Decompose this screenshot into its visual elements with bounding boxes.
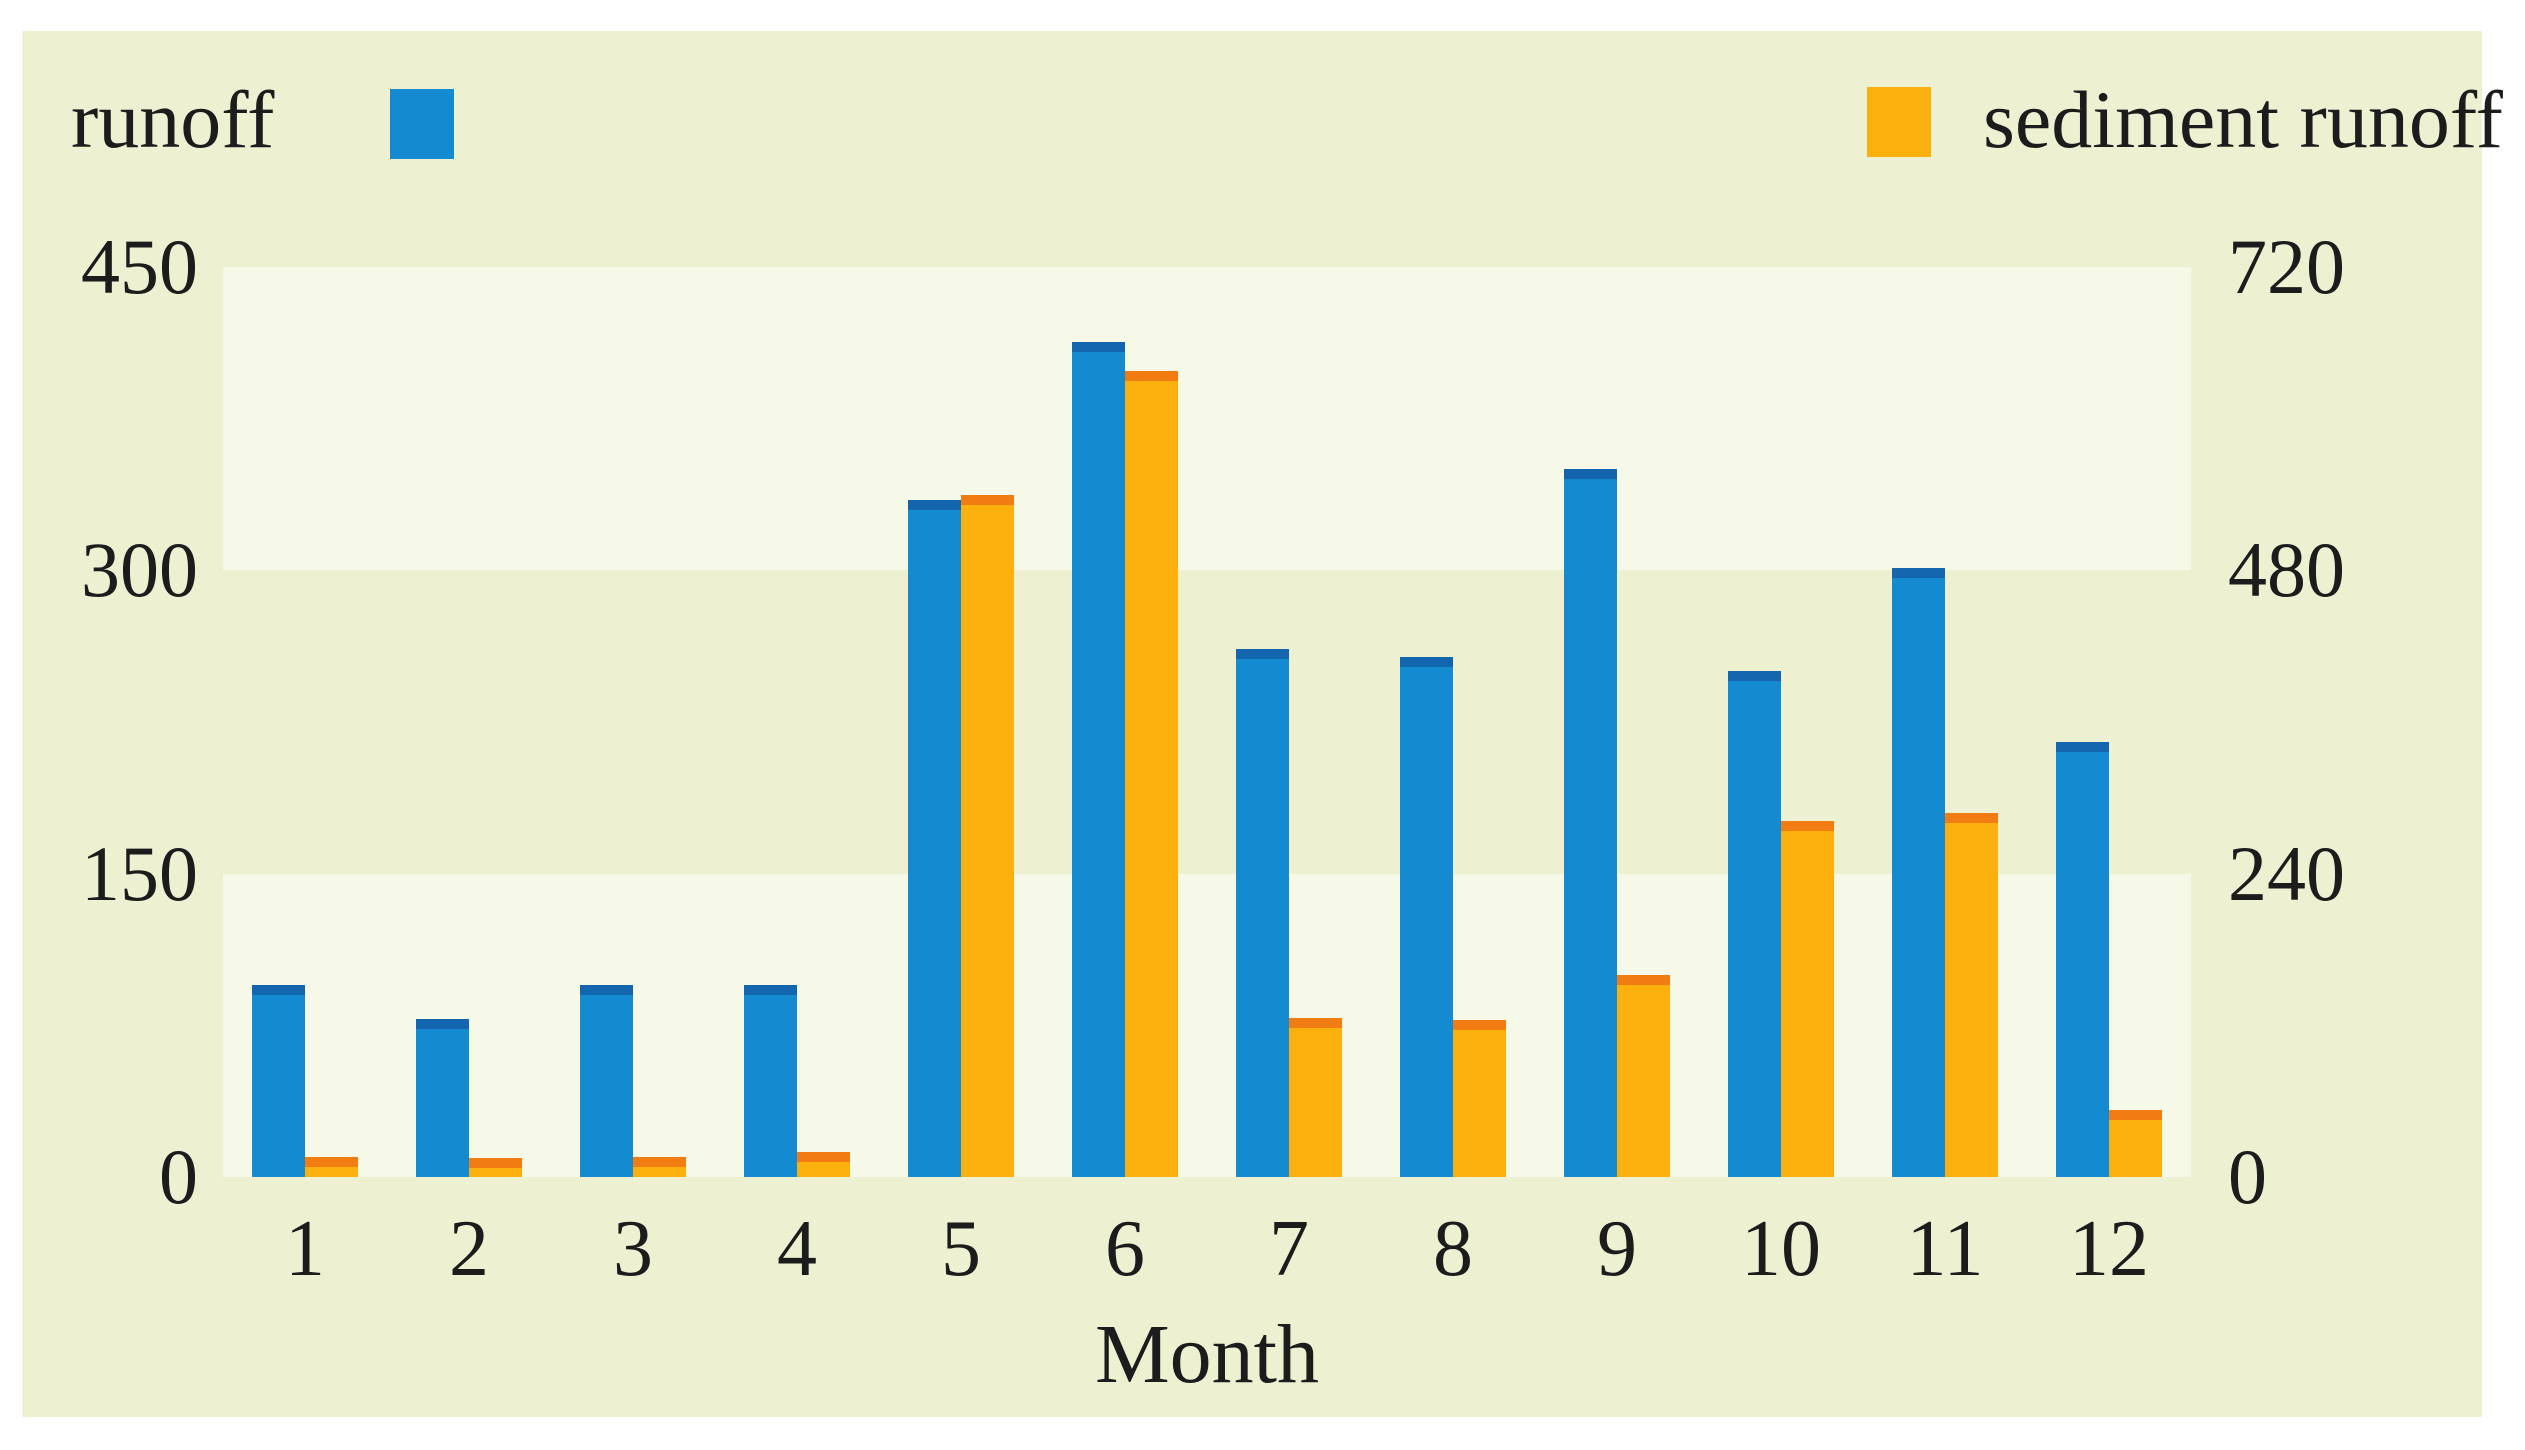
bar-sediment-runoff-month-4 xyxy=(797,1151,850,1177)
x-axis-tick-6: 6 xyxy=(1105,1205,1145,1293)
bar-runoff-month-4 xyxy=(744,984,797,1177)
chart-panel: runoff sediment runoff 450 300 150 0 720 480… xyxy=(22,31,2503,1417)
x-axis-tick-2: 2 xyxy=(449,1205,489,1293)
x-axis-tick-4: 4 xyxy=(777,1205,817,1293)
x-axis-tick-5: 5 xyxy=(941,1205,981,1293)
left-axis-tick-150: 150 xyxy=(81,829,198,917)
bar-runoff-month-1 xyxy=(252,984,305,1177)
legend-label-runoff: runoff xyxy=(71,74,275,165)
right-axis-tick-0: 0 xyxy=(2228,1133,2267,1220)
bar-sediment-runoff-month-6 xyxy=(1125,370,1178,1177)
month-slot-4 xyxy=(715,267,879,1177)
right-axis-tick-labels: 720 480 240 0 xyxy=(2228,228,2448,1216)
x-axis-tick-12: 12 xyxy=(2069,1205,2149,1293)
bar-runoff-month-11 xyxy=(1892,568,1945,1177)
left-axis-tick-0: 0 xyxy=(159,1133,198,1220)
left-axis-tick-450: 450 xyxy=(81,223,198,310)
month-slot-6 xyxy=(1043,267,1207,1177)
month-slot-3 xyxy=(551,267,715,1177)
month-slot-7 xyxy=(1207,267,1371,1177)
x-axis-tick-9: 9 xyxy=(1597,1205,1637,1293)
bar-runoff-month-9 xyxy=(1564,469,1617,1177)
left-axis-tick-300: 300 xyxy=(81,526,198,614)
bar-runoff-month-6 xyxy=(1072,341,1125,1177)
bar-runoff-month-12 xyxy=(2056,742,2109,1177)
shaded-band-450-300 xyxy=(223,267,2191,571)
month-slot-5 xyxy=(879,267,1043,1177)
month-slot-12 xyxy=(2027,267,2191,1177)
bar-runoff-month-5 xyxy=(908,499,961,1177)
month-slot-9 xyxy=(1535,267,1699,1177)
bar-sediment-runoff-month-1 xyxy=(305,1156,358,1177)
month-slot-8 xyxy=(1371,267,1535,1177)
x-axis-tick-10: 10 xyxy=(1741,1205,1821,1293)
shaded-band-150-0 xyxy=(223,873,2191,1177)
bar-runoff-month-10 xyxy=(1728,671,1781,1177)
month-slot-1 xyxy=(223,267,387,1177)
bar-runoff-month-3 xyxy=(580,984,633,1177)
x-axis-tick-7: 7 xyxy=(1269,1205,1309,1293)
left-axis-tick-labels: 450 300 150 0 xyxy=(38,228,198,1216)
bar-sediment-runoff-month-2 xyxy=(469,1158,522,1177)
bar-sediment-runoff-month-10 xyxy=(1781,820,1834,1177)
bars-row xyxy=(223,267,2191,1177)
x-axis-tick-labels: 1 2 3 4 5 6 7 8 9 10 11 12 xyxy=(223,1201,2191,1297)
bar-runoff-month-2 xyxy=(416,1019,469,1177)
bar-sediment-runoff-month-12 xyxy=(2109,1110,2162,1177)
month-slot-10 xyxy=(1699,267,1863,1177)
legend-swatch-sediment-runoff xyxy=(1867,87,1931,157)
bar-runoff-month-7 xyxy=(1236,649,1289,1177)
legend-swatch-runoff xyxy=(390,89,454,159)
x-axis-tick-11: 11 xyxy=(1906,1205,1984,1293)
plot-area xyxy=(223,267,2191,1177)
month-slot-11 xyxy=(1863,267,2027,1177)
right-axis-tick-720: 720 xyxy=(2228,223,2345,310)
bar-runoff-month-8 xyxy=(1400,657,1453,1177)
legend-label-sediment-runoff: sediment runoff xyxy=(1983,74,2503,165)
x-axis-tick-8: 8 xyxy=(1433,1205,1473,1293)
month-slot-2 xyxy=(387,267,551,1177)
right-axis-tick-240: 240 xyxy=(2228,829,2345,917)
right-axis-tick-480: 480 xyxy=(2228,526,2345,614)
bar-sediment-runoff-month-9 xyxy=(1617,974,1670,1177)
bar-sediment-runoff-month-11 xyxy=(1945,813,1998,1177)
x-axis-tick-3: 3 xyxy=(613,1205,653,1293)
bar-sediment-runoff-month-5 xyxy=(961,494,1014,1177)
x-axis-tick-1: 1 xyxy=(285,1205,325,1293)
x-axis-title: Month xyxy=(1094,1308,1320,1401)
bar-sediment-runoff-month-8 xyxy=(1453,1020,1506,1177)
bar-sediment-runoff-month-3 xyxy=(633,1156,686,1177)
bar-sediment-runoff-month-7 xyxy=(1289,1017,1342,1177)
